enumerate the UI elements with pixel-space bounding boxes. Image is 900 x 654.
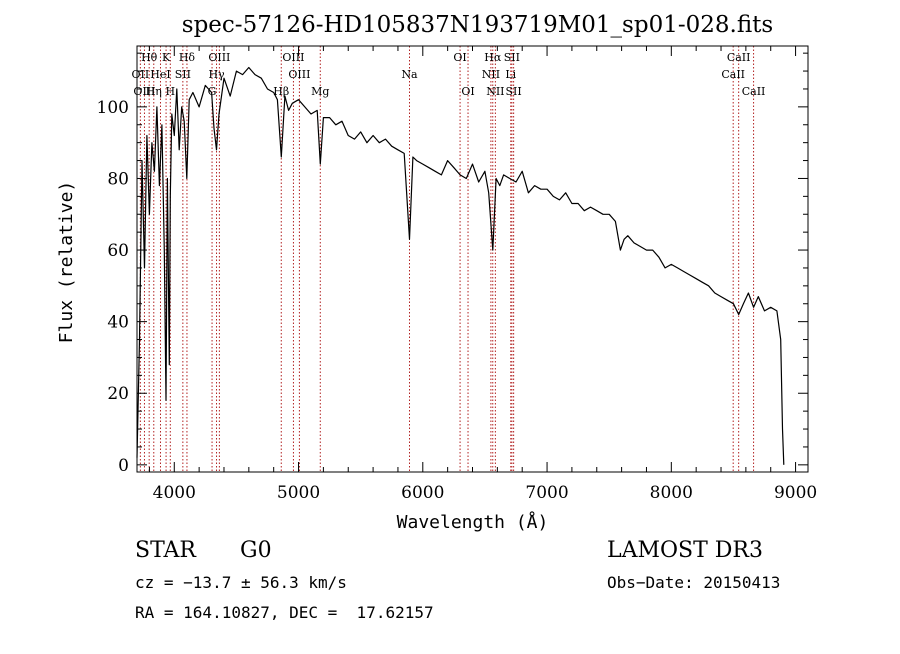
line-label-13: OIII: [288, 68, 310, 81]
line-label-22: Li: [505, 68, 516, 81]
line-label-21: NII: [482, 68, 500, 81]
x-tick-label-2: 6000: [401, 483, 444, 503]
line-label-5: K: [162, 51, 171, 64]
x-tick-label-0: 4000: [153, 483, 196, 503]
y-tick-label-5: 100: [97, 98, 129, 118]
line-label-16: Na: [401, 68, 418, 81]
x-tick-label-5: 9000: [774, 483, 817, 503]
line-label-7: H: [166, 85, 176, 98]
x-tick-label-3: 7000: [525, 483, 568, 503]
object-class: STAR: [135, 538, 196, 563]
line-label-8: Hδ: [179, 51, 196, 64]
line-label-18: OI: [461, 85, 474, 98]
y-tick-label-2: 40: [107, 313, 129, 333]
line-label-26: CaII: [721, 68, 745, 81]
line-label-24: SII: [506, 85, 522, 98]
line-label-1: OII: [131, 68, 149, 81]
x-tick-label-4: 8000: [650, 483, 693, 503]
y-tick-label-3: 60: [107, 241, 129, 261]
survey-name: LAMOST DR3: [607, 538, 763, 563]
line-label-15: Mg: [311, 85, 329, 98]
line-label-23: NII: [486, 85, 504, 98]
line-label-10: Hγ: [208, 68, 225, 81]
line-label-20: SII: [504, 51, 520, 64]
line-label-2: OIII: [133, 85, 155, 98]
y-tick-label-1: 20: [107, 384, 129, 404]
chart-title: spec-57126-HD105837N193719M01_sp01-028.f…: [182, 12, 773, 38]
plot-frame: [136, 45, 809, 473]
line-label-4: HeI: [150, 68, 170, 81]
spectrum-line: [136, 66, 785, 465]
y-axis-label: Flux (relative): [56, 181, 77, 344]
line-label-9: OIII: [208, 51, 230, 64]
subclass: G0: [240, 538, 272, 563]
y-tick-label-4: 80: [107, 169, 129, 189]
x-tick-label-1: 5000: [277, 483, 320, 503]
line-label-27: CaII: [742, 85, 766, 98]
redshift-cz: cz = −13.7 ± 56.3 km/s: [135, 573, 347, 592]
line-label-6: SII: [175, 68, 191, 81]
line-label-3: Hη: [146, 85, 162, 98]
line-label-0: Hθ: [141, 51, 158, 64]
line-label-12: OIII: [282, 51, 304, 64]
y-tick-label-0: 0: [118, 456, 129, 476]
ra-dec-coordinates: RA = 164.10827, DEC = 17.62157: [135, 603, 434, 622]
obs-date: Obs−Date: 20150413: [607, 573, 781, 592]
line-label-11: G: [208, 85, 217, 98]
x-axis-label: Wavelength (Å): [397, 511, 549, 533]
line-label-14: Hβ: [273, 85, 289, 98]
line-label-17: OI: [453, 51, 466, 64]
line-label-25: CaII: [727, 51, 751, 64]
line-label-19: Hα: [484, 51, 502, 64]
